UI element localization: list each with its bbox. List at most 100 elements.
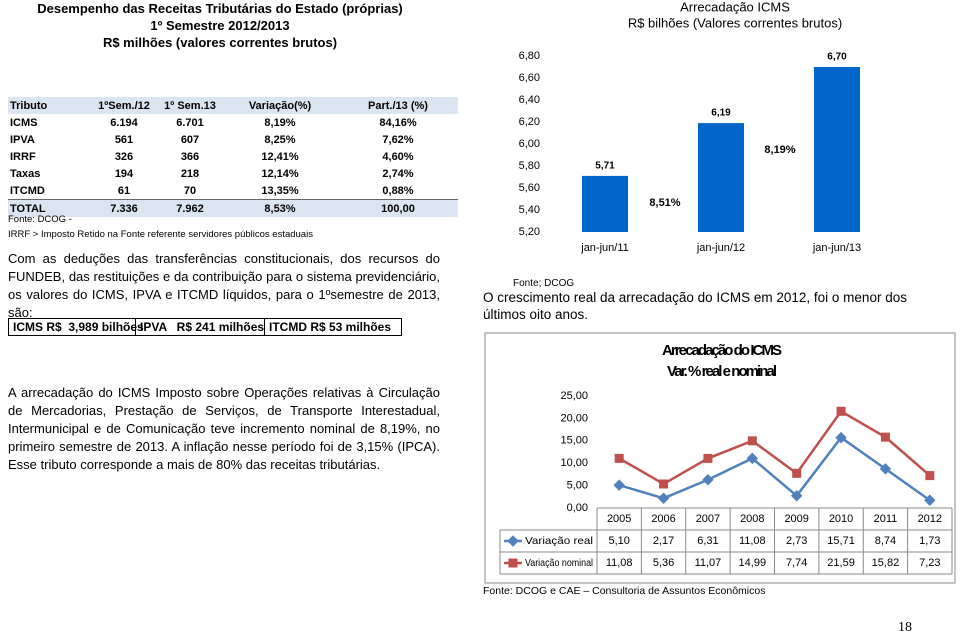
legend-label: Variação nominal [525, 557, 593, 569]
table-cell: 0,88% [382, 184, 414, 197]
table-value: 11,08 [606, 557, 633, 569]
marker [508, 558, 518, 568]
y-tick-label: 5,40 [519, 204, 540, 216]
left-title: Desempenho das Receitas Tributárias do E… [0, 0, 440, 51]
table-cell: 2,74% [382, 167, 414, 180]
paragraph: A arrecadação do ICMS Imposto sobre Oper… [8, 385, 440, 472]
paragraph: Com as deduções das transferências const… [8, 251, 440, 320]
table-value: 7,23 [919, 557, 940, 569]
table-value: 15,82 [872, 557, 900, 569]
table-value: 5,36 [653, 557, 674, 569]
table-cell: 561 [114, 133, 134, 146]
marker [792, 468, 802, 478]
chart-subtitle: R$ bilhões (Valores correntes brutos) [628, 15, 842, 30]
series-line [618, 435, 931, 502]
x-tick-label: 2005 [607, 513, 631, 525]
bar [814, 67, 860, 232]
x-tick-label: jan-jun/13 [812, 242, 861, 254]
y-tick-label: 20,00 [560, 412, 588, 424]
table-cell: 8,25% [264, 133, 296, 146]
x-tick-label: 2012 [918, 513, 942, 525]
marker [613, 479, 625, 491]
table-cell: 4,60% [382, 150, 414, 163]
x-tick-label: 2009 [784, 513, 808, 525]
y-tick-label: 15,00 [560, 435, 588, 447]
table-value: 15,71 [827, 535, 855, 547]
chart-subtitle: Var. % real e nominal [667, 363, 777, 380]
y-tick-label: 6,20 [519, 116, 540, 128]
table-value: 11,07 [695, 557, 722, 569]
marker [747, 436, 757, 446]
marker [659, 479, 669, 489]
x-tick-label: 2011 [874, 513, 898, 525]
title-line: 1º Semestre 2012/2013 [150, 18, 290, 33]
table-value: 6,31 [697, 535, 718, 547]
table-row: ITCMD 61 70 13,35% 0,88% [8, 182, 458, 200]
table-cell: 7.962 [158, 199, 222, 217]
x-tick-label: 2008 [740, 513, 764, 525]
y-tick-label: 5,00 [567, 480, 588, 492]
table-row: TOTAL 7.336 7.962 8,53% 100,00 [8, 199, 458, 217]
table-value: 7,74 [786, 557, 807, 569]
summary-box: ICMS R$ 3,989 bilhões IPVA R$ 241 milhõe… [8, 318, 402, 336]
table-value: 11,08 [739, 535, 766, 547]
table-value: 1,73 [919, 535, 940, 547]
title-line: R$ milhões (valores correntes brutos) [102, 35, 338, 50]
x-tick-label: 2010 [829, 513, 853, 525]
bar [582, 175, 628, 232]
title-line: Desempenho das Receitas Tributárias do E… [37, 1, 403, 16]
x-tick-label: jan-jun/11 [580, 242, 629, 254]
marker [746, 452, 759, 465]
table-cell: 607 [180, 133, 200, 146]
x-tick-label: 2006 [651, 513, 675, 525]
chart-source: Fonte; DCOG [513, 278, 575, 289]
table-value: 5,10 [608, 535, 629, 547]
marker [924, 494, 936, 506]
table-cell: 218 [180, 167, 200, 180]
marker [507, 535, 519, 547]
page-number: 18 [898, 620, 912, 635]
value-label: 6,70 [827, 52, 847, 63]
table-cell: Tributo [8, 97, 90, 114]
y-tick-label: 25,00 [560, 390, 588, 402]
table-note: Fonte: DCOG - [8, 214, 72, 225]
table-cell: ICMS [10, 116, 38, 129]
marker [925, 471, 935, 481]
chart-source: Fonte: DCOG e CAE – Consultoria de Assun… [483, 585, 766, 597]
table-cell: 8,19% [264, 116, 296, 129]
table-cell: IPVA [10, 133, 35, 146]
table-cell: 6.701 [176, 116, 204, 129]
table-cell: 8,53% [222, 199, 338, 217]
y-tick-label: 6,40 [519, 94, 540, 106]
table-cell: 61 [117, 184, 131, 197]
table-cell: 7,62% [382, 133, 414, 146]
marker [614, 453, 624, 463]
table-cell: 12,14% [261, 167, 299, 180]
marker [835, 431, 847, 444]
marker [880, 432, 890, 442]
table-cell: Part./13 (%) [338, 97, 458, 114]
table-cell: IRRF [10, 150, 36, 163]
paragraph: O crescimento real da arrecadação do ICM… [483, 290, 907, 322]
x-tick-label: jan-jun/12 [696, 242, 745, 254]
annotation: 8,51% [649, 197, 680, 209]
y-tick-label: 5,20 [519, 226, 540, 238]
y-tick-label: 5,80 [519, 160, 540, 172]
x-tick-label: 2007 [696, 513, 720, 525]
marker [836, 406, 846, 416]
table-cell: 70 [183, 184, 197, 197]
marker [703, 453, 713, 463]
series-line [618, 409, 931, 486]
marker [657, 492, 670, 504]
table-cell: 1ºSem./12 [90, 97, 158, 114]
table-cell: 100,00 [338, 199, 458, 217]
table-row: IPVA 561 607 8,25% 7,62% [8, 131, 458, 148]
summary-item: IPVA R$ 241 milhões [136, 319, 265, 335]
y-tick-label: 10,00 [560, 457, 588, 469]
summary-item: ITCMD R$ 53 milhões [269, 320, 392, 334]
table-cell: Taxas [10, 167, 41, 180]
table-cell: TOTAL [8, 199, 90, 217]
table-value: 2,17 [653, 535, 674, 547]
